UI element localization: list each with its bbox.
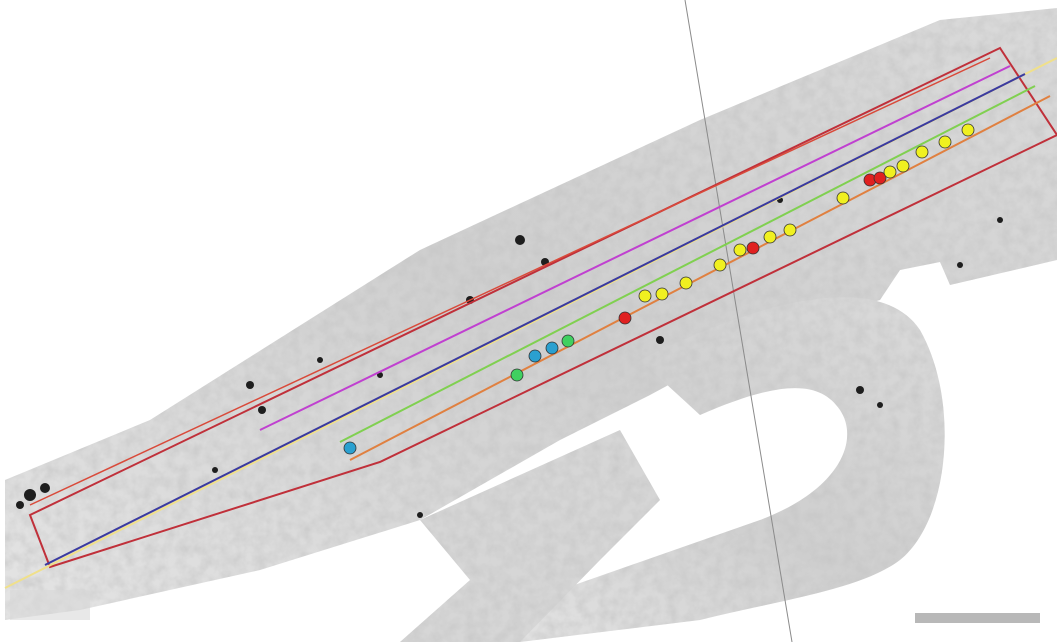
- line-magenta: [259, 65, 1011, 431]
- target: [746, 241, 760, 255]
- object: [212, 467, 218, 473]
- target: [343, 441, 357, 455]
- target: [618, 311, 632, 325]
- object: [877, 402, 883, 408]
- survey-swath: [5, 8, 1057, 620]
- object: [246, 381, 254, 389]
- target: [783, 223, 797, 237]
- object: [417, 512, 423, 518]
- target: [938, 135, 952, 149]
- object: [258, 406, 266, 414]
- object: [24, 489, 36, 501]
- seabed-objects: [16, 197, 1003, 518]
- object: [656, 336, 664, 344]
- target: [763, 230, 777, 244]
- target: [510, 368, 524, 382]
- survey-leg: [400, 430, 660, 642]
- logo: [10, 590, 90, 620]
- target: [915, 145, 929, 159]
- scale-bar: [915, 613, 1040, 623]
- axis-line: [684, 0, 793, 642]
- target: [528, 349, 542, 363]
- object: [317, 357, 323, 363]
- boundary-line: [28, 46, 1057, 569]
- object: [515, 235, 525, 245]
- object: [957, 262, 963, 268]
- target: [873, 171, 887, 185]
- target: [961, 123, 975, 137]
- object: [856, 386, 864, 394]
- seabed-surface: [5, 8, 1057, 642]
- line-blue: [44, 73, 1026, 566]
- target: [545, 341, 559, 355]
- target: [679, 276, 693, 290]
- target: [713, 258, 727, 272]
- line-green: [339, 85, 1036, 443]
- line-red: [29, 57, 991, 506]
- line-orange: [349, 95, 1051, 461]
- target: [883, 165, 897, 179]
- target: [561, 334, 575, 348]
- target: [655, 287, 669, 301]
- survey-lines: [4, 46, 1057, 589]
- object: [997, 217, 1003, 223]
- targets: [343, 123, 975, 455]
- target: [638, 289, 652, 303]
- survey-loop: [470, 297, 945, 642]
- object: [40, 483, 50, 493]
- target: [836, 191, 850, 205]
- object: [16, 501, 24, 509]
- target: [733, 243, 747, 257]
- target: [896, 159, 910, 173]
